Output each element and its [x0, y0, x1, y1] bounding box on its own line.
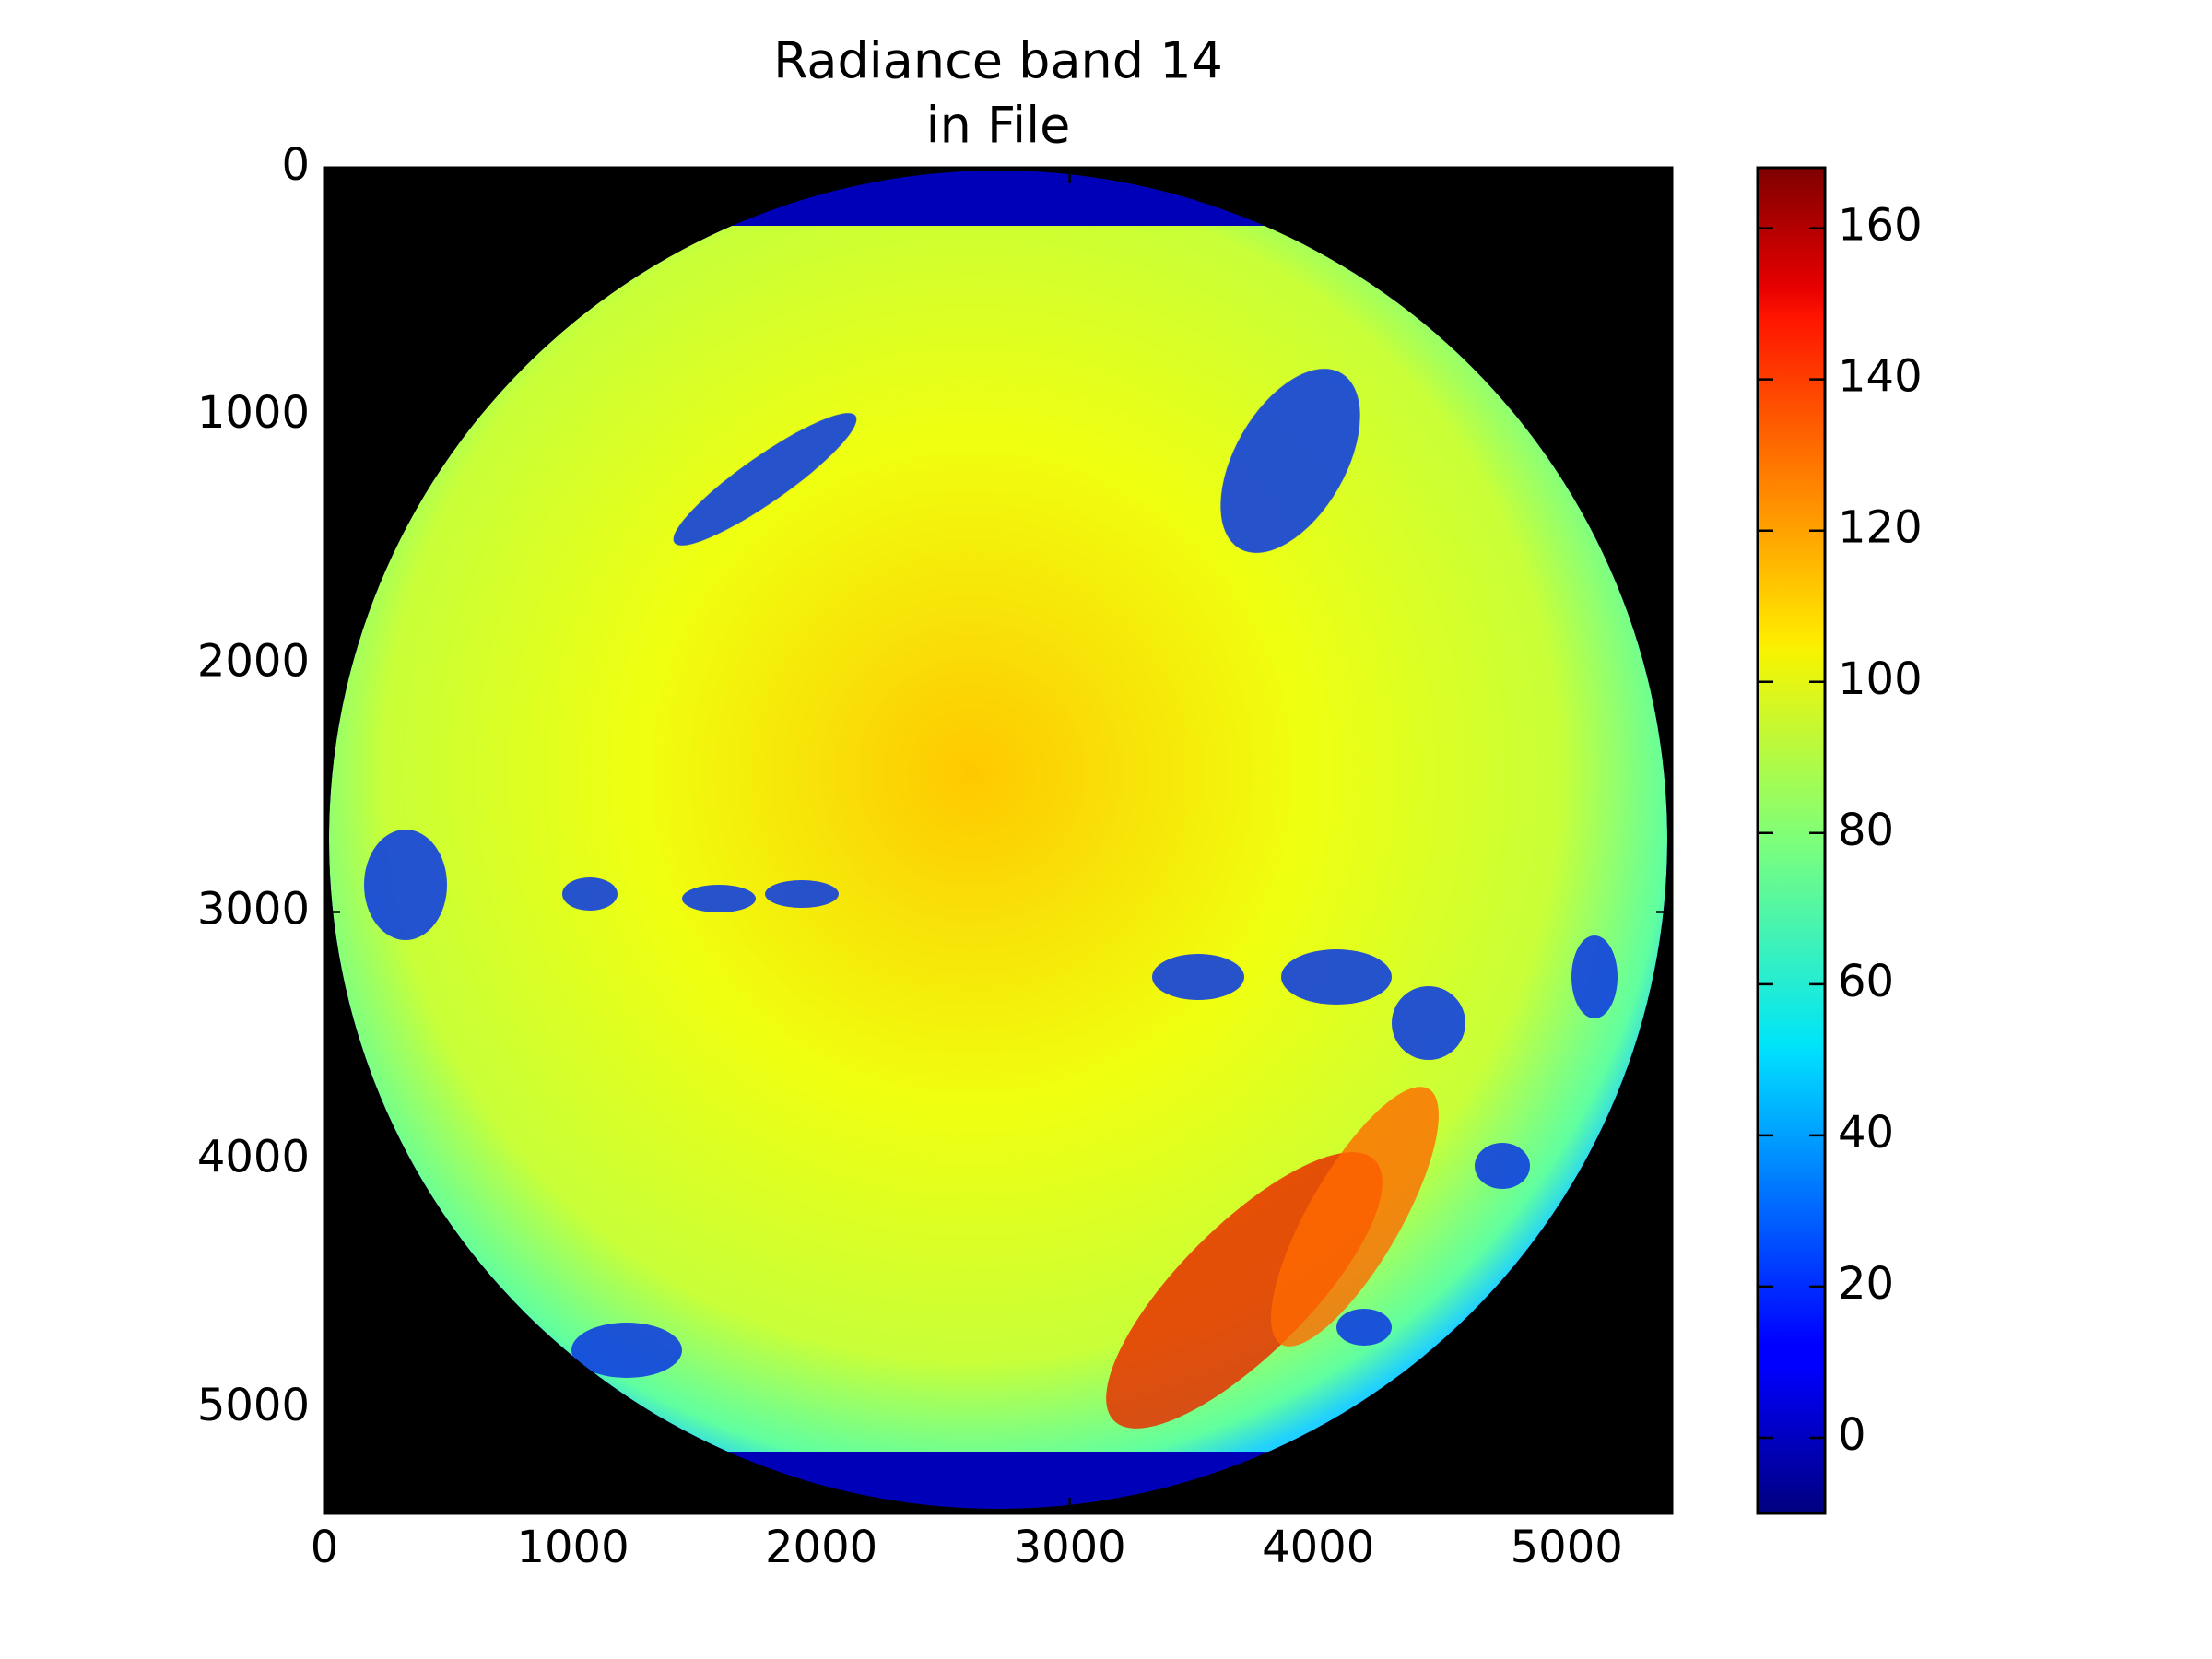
- earth-image: [329, 171, 1667, 1509]
- colorbar-tick-label: 40: [1838, 1107, 1894, 1159]
- colorbar: [1756, 166, 1827, 1515]
- x-tick-label: 3000: [1014, 1522, 1126, 1573]
- y-tick-label: 0: [281, 139, 310, 191]
- y-tick-label: 4000: [197, 1132, 310, 1183]
- y-tick-label: 1000: [197, 387, 310, 439]
- x-tick-label: 5000: [1511, 1522, 1623, 1573]
- y-tick-label: 5000: [197, 1380, 310, 1431]
- x-tick-label: 0: [311, 1522, 339, 1573]
- axes-frame: [323, 166, 1674, 1515]
- colorbar-tick-label: 140: [1838, 351, 1923, 403]
- colorbar-tick-label: 20: [1838, 1258, 1894, 1310]
- chart-title: in File: [926, 97, 1071, 155]
- colorbar-tick-label: 120: [1838, 502, 1923, 554]
- y-tick-label: 3000: [197, 884, 310, 935]
- colorbar-tick-label: 80: [1838, 805, 1894, 856]
- x-tick-label: 1000: [516, 1522, 629, 1573]
- x-tick-label: 4000: [1262, 1522, 1374, 1573]
- colorbar-tick-label: 60: [1838, 956, 1894, 1007]
- colorbar-tick-label: 100: [1838, 653, 1923, 705]
- colorbar-tick-label: 160: [1838, 200, 1923, 252]
- chart-title: Radiance band 14: [773, 32, 1223, 90]
- y-tick-label: 2000: [197, 635, 310, 687]
- colorbar-tick-label: 0: [1838, 1409, 1866, 1461]
- x-tick-label: 2000: [765, 1522, 877, 1573]
